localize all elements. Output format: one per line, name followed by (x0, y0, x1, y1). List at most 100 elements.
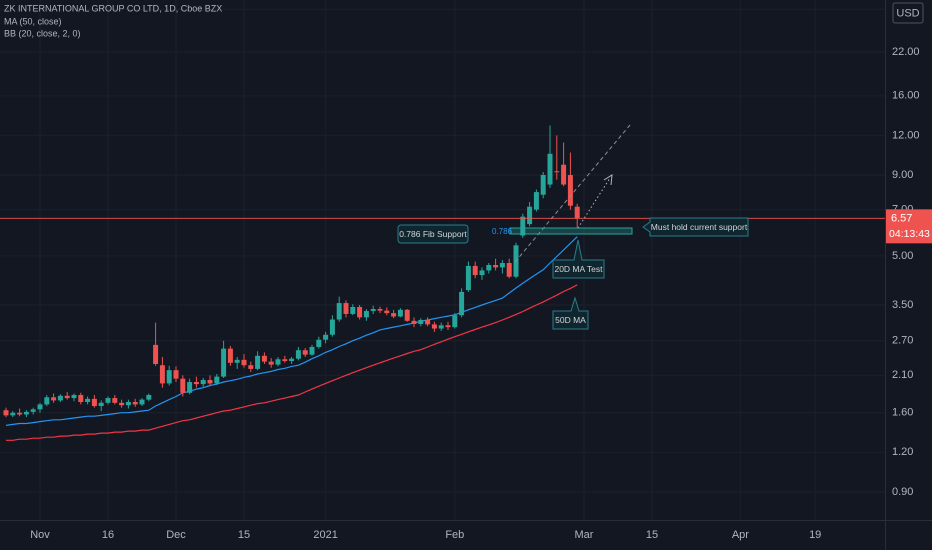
y-tick-label: 16.00 (892, 90, 920, 102)
candle-body (377, 309, 383, 311)
candle-body (459, 291, 465, 316)
candle-body (465, 265, 471, 291)
x-tick-label: Feb (445, 529, 464, 541)
candle-body (10, 412, 16, 416)
candle-body (431, 324, 437, 329)
projection-line (577, 177, 611, 229)
candle-body (268, 361, 274, 365)
candle-body (445, 325, 451, 328)
candle-body (418, 319, 424, 324)
candle-body (425, 319, 431, 325)
y-tick-label: 2.70 (892, 335, 913, 347)
candle-body (486, 265, 492, 271)
candle-body (187, 382, 193, 393)
x-tick-label: 15 (238, 529, 250, 541)
candle-body (166, 370, 172, 384)
candle-body (241, 359, 247, 366)
candle-body (17, 412, 23, 415)
annotation-box (552, 296, 589, 330)
candle-body (193, 382, 199, 385)
candle-body (479, 270, 485, 276)
candle-body (255, 355, 261, 369)
candle-body (493, 265, 499, 268)
y-tick-label: 3.50 (892, 299, 913, 311)
candle-body (30, 409, 36, 412)
candle-body (363, 311, 369, 318)
candle-body (275, 359, 281, 365)
annotation-box (642, 217, 749, 237)
candle-body (173, 370, 179, 379)
y-tick-label: 0.90 (892, 486, 913, 498)
candle-body (57, 395, 63, 401)
currency-label[interactable]: USD (896, 7, 919, 19)
last-price-badge (886, 209, 932, 244)
trend-line (514, 124, 631, 263)
candle-body (520, 216, 526, 236)
annotation-text: 20D MA Test (554, 264, 603, 274)
legend-entry: BB (20, close, 2, 0) (4, 28, 81, 38)
annotation: 50D MA (552, 296, 589, 330)
y-tick-label: 1.20 (892, 446, 913, 458)
candle-body (472, 265, 478, 276)
x-tick-label: 15 (646, 529, 658, 541)
chart-title: ZK INTERNATIONAL GROUP CO LTD, 1D, Cboe … (4, 3, 222, 13)
candle-body (85, 398, 91, 402)
candle-body (302, 350, 308, 355)
annotation: 0.786 Fib Support (397, 224, 469, 244)
x-tick-label: Nov (30, 529, 50, 541)
x-tick-label: 16 (102, 529, 114, 541)
candle-body (289, 358, 295, 362)
candle-body (221, 348, 227, 377)
candle-body (547, 153, 553, 185)
candle-body (119, 402, 125, 406)
projection-arrow (603, 174, 613, 186)
annotation-text: 0.786 Fib Support (399, 229, 467, 239)
candle-body (234, 359, 240, 363)
candle-body (343, 303, 349, 314)
candle-body (295, 350, 301, 359)
candle-body (506, 262, 512, 277)
candle-body (391, 313, 397, 317)
candle-body (71, 395, 77, 399)
candle-body (44, 397, 50, 405)
candle-body (64, 395, 70, 399)
candle-body (23, 411, 29, 415)
x-tick-label: 19 (809, 529, 821, 541)
candle-body (404, 309, 410, 321)
candle-body (51, 397, 57, 401)
candle-body (105, 398, 111, 403)
candle-body (411, 320, 417, 324)
axes: 0.901.201.602.102.703.505.007.009.0012.0… (30, 3, 919, 541)
candle-body (282, 359, 288, 362)
indicator-line (6, 284, 578, 441)
x-tick-label: Apr (732, 529, 749, 541)
candle-body (132, 401, 138, 405)
currency-badge[interactable] (892, 2, 924, 24)
y-tick-label: 1.60 (892, 407, 913, 419)
y-tick-label: 2.10 (892, 369, 913, 381)
candle-body (207, 379, 213, 384)
candle-body (78, 395, 84, 402)
candle-body (527, 206, 533, 225)
candle-body (159, 365, 165, 384)
indicator-line (5, 236, 578, 426)
candle-body (329, 319, 335, 335)
candle-body (323, 334, 329, 340)
candle-body (438, 325, 444, 329)
candle-body (139, 399, 145, 405)
x-tick-label: 2021 (313, 529, 337, 541)
annotation: Must hold current support (642, 217, 749, 237)
candle-body (200, 379, 206, 385)
annotation: 20D MA Test (552, 239, 605, 279)
candle-body (452, 315, 458, 328)
candle-body (180, 378, 186, 393)
candle-body (336, 303, 342, 320)
candle-body (309, 346, 315, 355)
candle-body (91, 398, 97, 407)
x-tick-label: Dec (166, 529, 186, 541)
candle-body (533, 192, 539, 210)
last-price-label: 6.57 (891, 213, 912, 225)
candle-body (227, 348, 233, 363)
grid (0, 0, 885, 520)
